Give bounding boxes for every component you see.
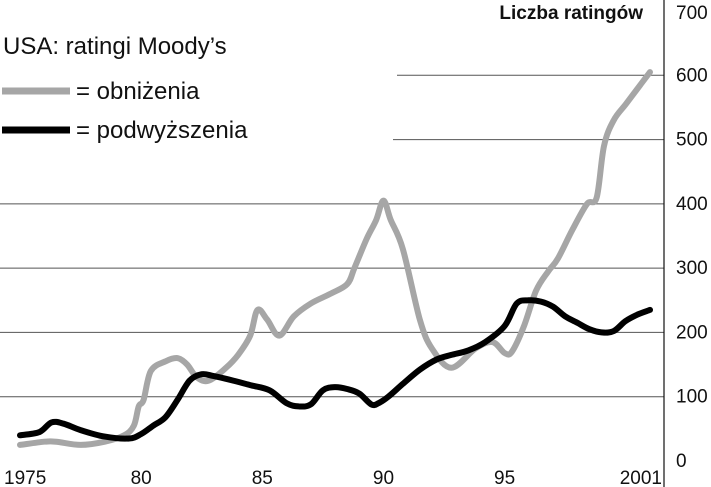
legend-label-downgrades: = obniżenia (76, 78, 200, 105)
x-tick-label: 2001 (620, 468, 662, 487)
y-tick-label: 100 (676, 387, 708, 408)
series-line-upgrades (17, 297, 653, 442)
y-tick-label: 500 (676, 130, 708, 151)
chart-title: USA: ratingi Moody’s (3, 33, 227, 60)
y-tick-label: 0 (676, 451, 687, 472)
x-tick-label: 1975 (4, 468, 46, 487)
y-tick-label: 400 (676, 194, 708, 215)
x-tick-label: 85 (252, 468, 273, 487)
x-tick-labels: 1975 80 85 90 95 2001 (4, 468, 662, 487)
y-tick-label: 200 (676, 322, 708, 343)
series-line-downgrades (17, 69, 653, 448)
y-tick-label: 700 (676, 3, 708, 24)
y-axis-title: Liczba ratingów (499, 3, 643, 24)
x-tick-label: 95 (494, 468, 515, 487)
y-tick-label: 600 (676, 65, 708, 86)
legend-label-upgrades: = podwyższenia (76, 117, 248, 144)
x-tick-label: 90 (373, 468, 394, 487)
x-tick-label: 80 (131, 468, 152, 487)
y-tick-labels: 0 100 200 300 400 500 600 700 (676, 3, 708, 472)
gridlines (0, 74, 664, 398)
y-tick-label: 300 (676, 258, 708, 279)
series-lines (17, 69, 653, 448)
